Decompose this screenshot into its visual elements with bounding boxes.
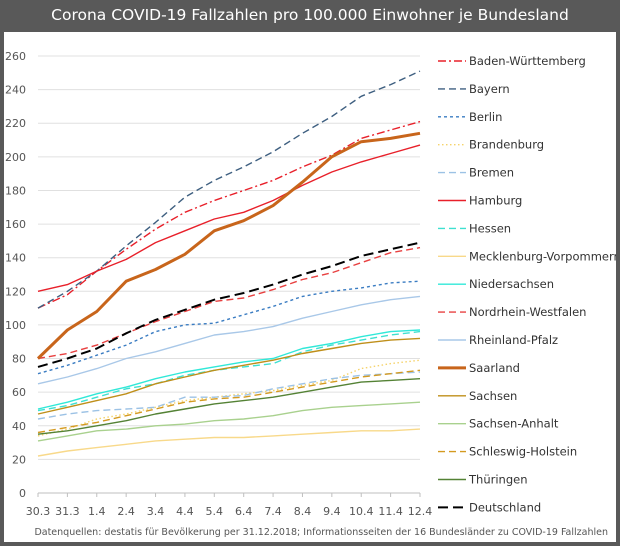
y-tick-label: 100 bbox=[5, 319, 26, 332]
y-tick-label: 160 bbox=[5, 218, 26, 231]
legend-label-brandenburg: Brandenburg bbox=[469, 138, 544, 152]
y-tick-label: 20 bbox=[12, 453, 26, 466]
x-tick-label: 8.4 bbox=[294, 505, 312, 518]
x-tick-label: 5.4 bbox=[206, 505, 224, 518]
y-tick-label: 40 bbox=[12, 420, 26, 433]
series-line-nordrhein-westfalen bbox=[37, 246, 421, 360]
y-tick-label: 260 bbox=[5, 50, 26, 63]
series-line-deutschland bbox=[37, 241, 421, 368]
x-tick-label: 31.3 bbox=[55, 505, 80, 518]
x-tick-label: 30.3 bbox=[26, 505, 51, 518]
series-line-mecklenburg-vorpommern bbox=[37, 428, 421, 457]
y-tick-label: 200 bbox=[5, 151, 26, 164]
x-tick-label: 3.4 bbox=[147, 505, 165, 518]
source-note: Datenquellen: destatis für Bevölkerung p… bbox=[34, 527, 608, 538]
series-line-bayern bbox=[37, 70, 421, 309]
legend-label-sachsen: Sachsen bbox=[469, 389, 517, 403]
series-line-schleswig-holstein bbox=[37, 369, 421, 434]
series-line-sachsen-anhalt bbox=[37, 401, 421, 442]
legend-label-saarland: Saarland bbox=[469, 361, 520, 375]
legend-label-th-ringen: Thüringen bbox=[468, 473, 527, 487]
series-line-hamburg bbox=[37, 144, 421, 292]
legend-label-nordrhein-westfalen: Nordrhein-Westfalen bbox=[469, 305, 586, 319]
legend-label-hamburg: Hamburg bbox=[469, 194, 522, 208]
series-line-bremen bbox=[37, 371, 421, 420]
x-tick-label: 4.4 bbox=[176, 505, 194, 518]
legend-label-baden-w-rttemberg: Baden-Württemberg bbox=[469, 54, 586, 68]
legend-label-schleswig-holstein: Schleswig-Holstein bbox=[469, 445, 577, 459]
chart-title: Corona COVID-19 Fallzahlen pro 100.000 E… bbox=[51, 6, 569, 24]
x-tick-label: 6.4 bbox=[235, 505, 253, 518]
x-tick-label: 7.4 bbox=[264, 505, 282, 518]
x-tick-label: 2.4 bbox=[117, 505, 135, 518]
series-line-niedersachsen bbox=[37, 329, 421, 410]
x-tick-label: 11.4 bbox=[378, 505, 403, 518]
x-tick-label: 12.4 bbox=[408, 505, 433, 518]
series-line-berlin bbox=[37, 280, 421, 375]
y-tick-label: 80 bbox=[12, 353, 26, 366]
x-tick-label: 9.4 bbox=[323, 505, 341, 518]
legend-label-rheinland-pfalz: Rheinland-Pfalz bbox=[469, 333, 558, 347]
legend-label-berlin: Berlin bbox=[469, 110, 502, 124]
legend-label-bayern: Bayern bbox=[469, 82, 510, 96]
y-tick-label: 180 bbox=[5, 184, 26, 197]
y-tick-label: 240 bbox=[5, 84, 26, 97]
chart-panel: 0 20 40 60 80 100 120 140 160 180 200 220 240 260 30.3… bbox=[4, 32, 616, 542]
y-tick-label: 120 bbox=[5, 285, 26, 298]
series-line-rheinland-pfalz bbox=[37, 295, 421, 385]
series-line-th-ringen bbox=[37, 378, 421, 435]
x-tick-label: 10.4 bbox=[349, 505, 374, 518]
y-tick-label: 140 bbox=[5, 252, 26, 265]
series-line-baden-w-rttemberg bbox=[37, 120, 421, 309]
y-tick-label: 220 bbox=[5, 117, 26, 130]
x-tick-label: 1.4 bbox=[88, 505, 106, 518]
legend-label-deutschland: Deutschland bbox=[469, 500, 541, 514]
series-line-sachsen bbox=[37, 337, 421, 415]
legend-label-sachsen-anhalt: Sachsen-Anhalt bbox=[469, 417, 559, 431]
series-line-saarland bbox=[36, 131, 421, 360]
legend-label-mecklenburg-vorpommern: Mecklenburg-Vorpommern bbox=[469, 249, 616, 263]
line-chart: 0 20 40 60 80 100 120 140 160 180 200 220 240 260 30.3… bbox=[5, 50, 616, 518]
legend-label-hessen: Hessen bbox=[469, 221, 511, 235]
legend-label-bremen: Bremen bbox=[469, 166, 514, 180]
y-tick-label: 60 bbox=[12, 386, 26, 399]
y-tick-label: 0 bbox=[19, 487, 26, 500]
legend-label-niedersachsen: Niedersachsen bbox=[469, 277, 554, 291]
